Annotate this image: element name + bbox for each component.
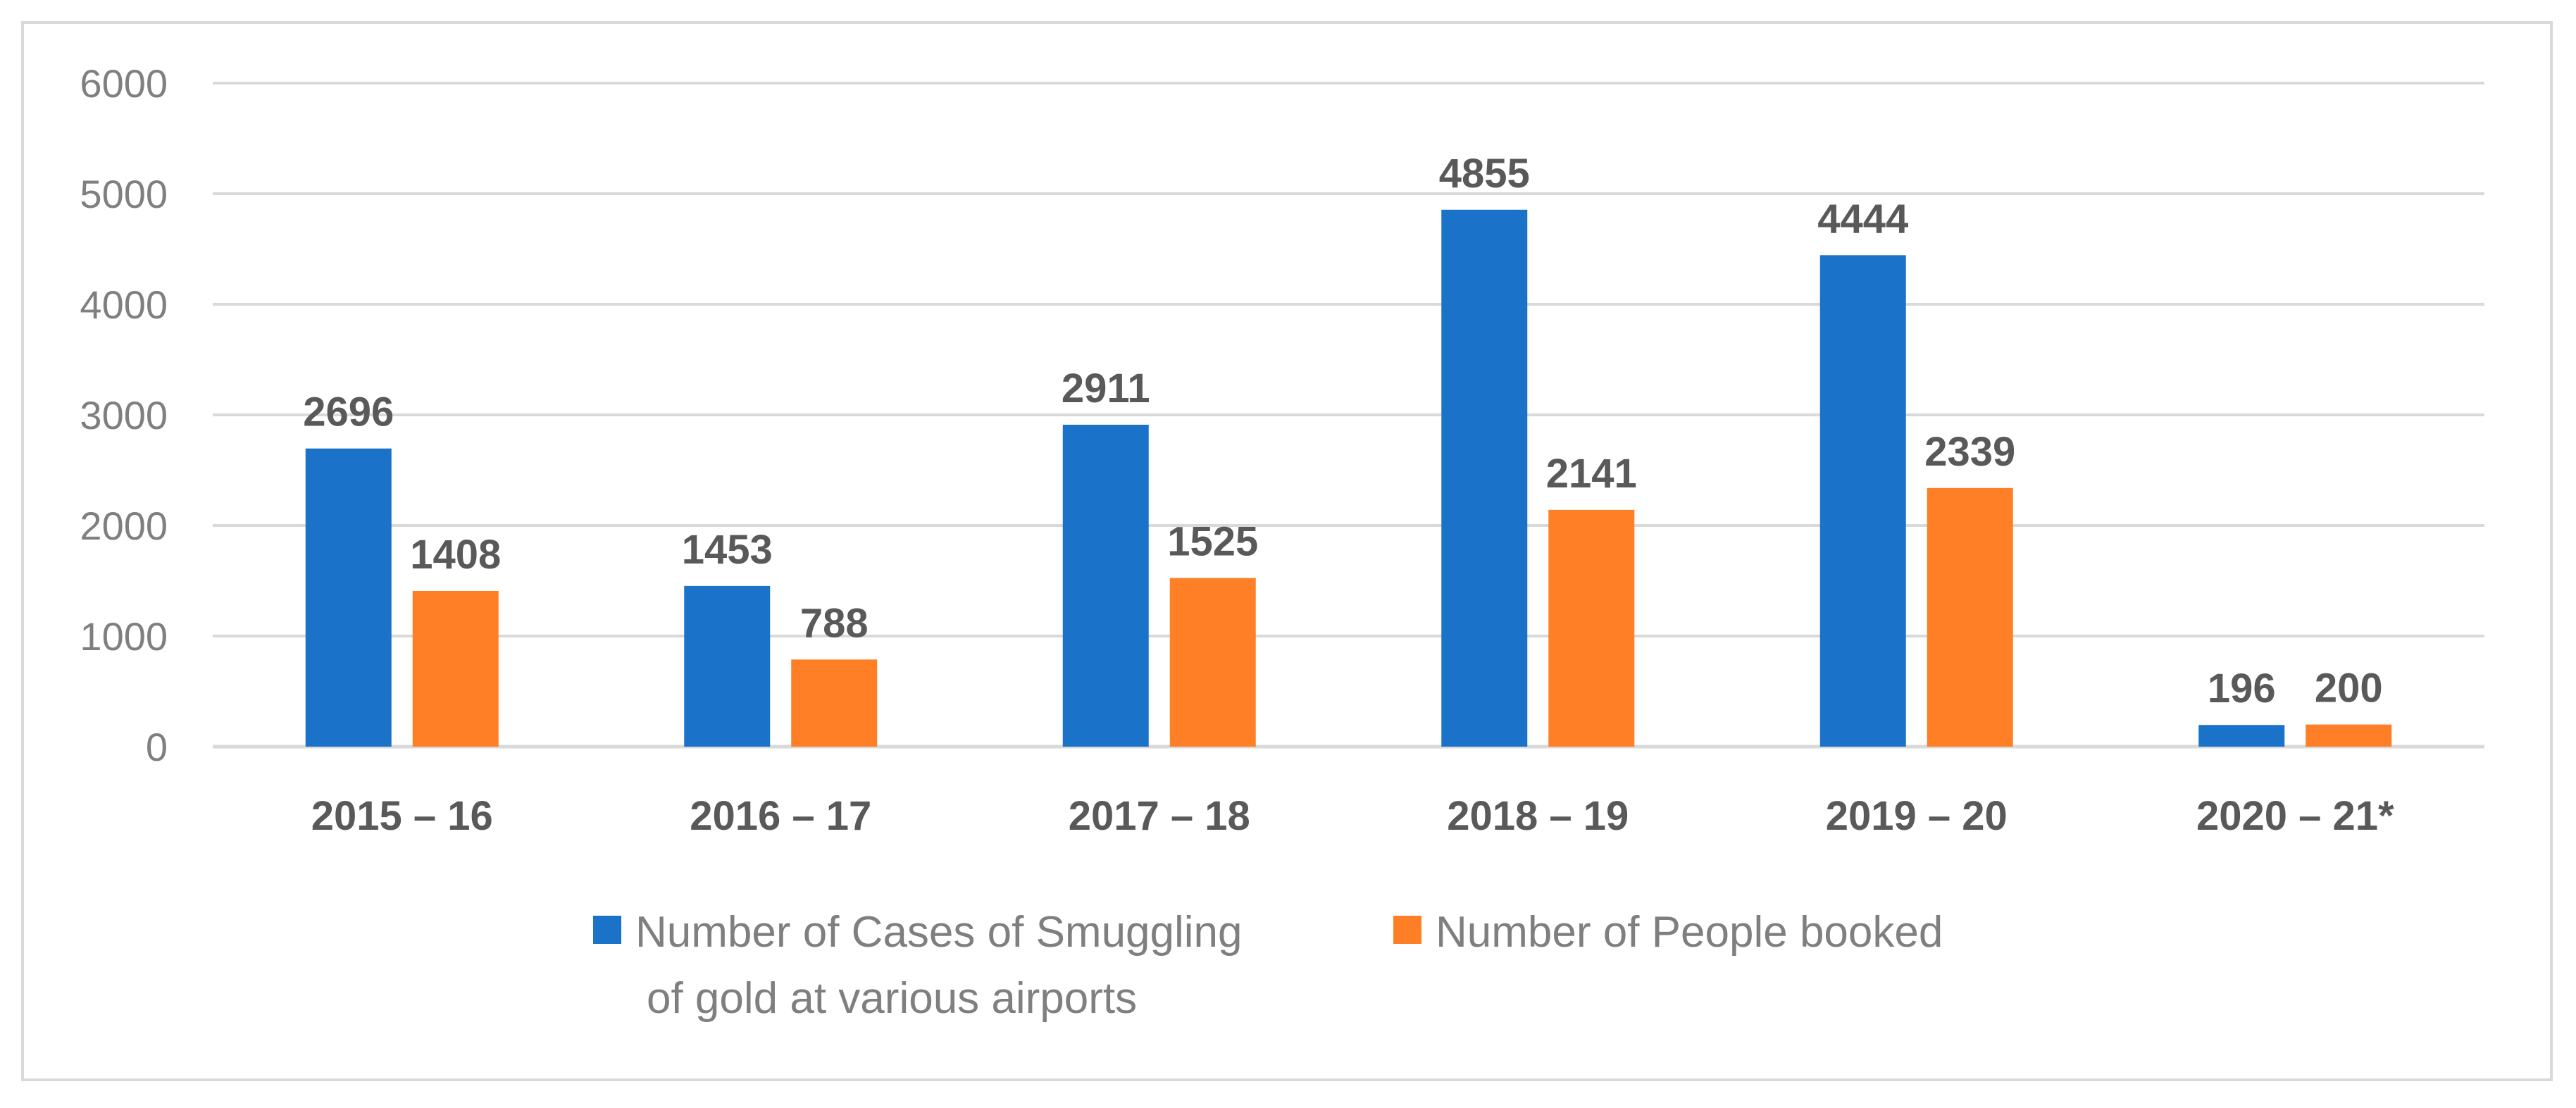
data-label: 1408 <box>410 532 501 578</box>
bar-people-5 <box>2306 724 2392 747</box>
y-axis-ticks: 0 1000 2000 3000 4000 5000 6000 <box>80 61 168 769</box>
y-tick-label: 1000 <box>80 614 168 659</box>
bar-people-3 <box>1548 509 1635 747</box>
legend-swatch <box>593 916 621 944</box>
x-tick-label: 2018 – 19 <box>1447 793 1629 839</box>
data-label: 200 <box>2315 666 2383 711</box>
bar-cases-0 <box>305 448 392 747</box>
legend-label: Number of Cases of Smuggling <box>635 908 1243 957</box>
bar-cases-3 <box>1441 209 1528 747</box>
legend: Number of Cases of Smuggling of gold at v… <box>593 908 1943 1023</box>
x-tick-label: 2016 – 17 <box>690 793 871 839</box>
data-label: 196 <box>2208 666 2276 711</box>
data-label: 2911 <box>1062 366 1150 411</box>
y-tick-label: 4000 <box>80 282 168 327</box>
data-label: 4444 <box>1817 196 1908 242</box>
y-tick-label: 5000 <box>80 172 168 216</box>
y-tick-label: 0 <box>146 725 168 769</box>
x-tick-label: 2017 – 18 <box>1069 793 1250 839</box>
data-label: 2696 <box>303 390 394 435</box>
bar-cases-1 <box>684 585 771 747</box>
legend-swatch <box>1393 916 1421 944</box>
data-label: 1453 <box>682 527 773 573</box>
bar-people-0 <box>412 590 499 747</box>
data-labels: 2696 1408 1453 788 2911 1525 4855 2141 4444 2339 1… <box>303 151 2382 711</box>
x-axis-ticks: 2015 – 16 2016 – 17 2017 – 18 2018 – 19 2019… <box>311 793 2394 839</box>
x-tick-label: 2015 – 16 <box>311 793 493 839</box>
gridlines <box>213 82 2484 749</box>
data-label: 788 <box>800 600 869 646</box>
bars <box>305 209 2392 747</box>
data-label: 4855 <box>1439 151 1530 197</box>
data-label: 1525 <box>1167 519 1258 565</box>
x-tick-label: 2019 – 20 <box>1826 793 2008 839</box>
x-tick-label: 2020 – 21* <box>2196 793 2394 839</box>
bar-cases-5 <box>2198 725 2285 747</box>
bar-cases-4 <box>1819 255 1906 747</box>
bar-people-2 <box>1169 578 1256 747</box>
data-label: 2339 <box>1924 429 2015 475</box>
data-label: 2141 <box>1546 451 1637 497</box>
bar-cases-2 <box>1062 424 1149 747</box>
bar-people-4 <box>1927 487 2013 747</box>
legend-label: Number of People booked <box>1436 908 1943 957</box>
y-tick-label: 3000 <box>80 393 168 437</box>
chart-frame <box>21 21 2553 1081</box>
y-tick-label: 2000 <box>80 504 168 548</box>
legend-label: of gold at various airports <box>647 974 1137 1023</box>
bar-people-1 <box>791 659 878 747</box>
y-tick-label: 6000 <box>80 61 168 106</box>
